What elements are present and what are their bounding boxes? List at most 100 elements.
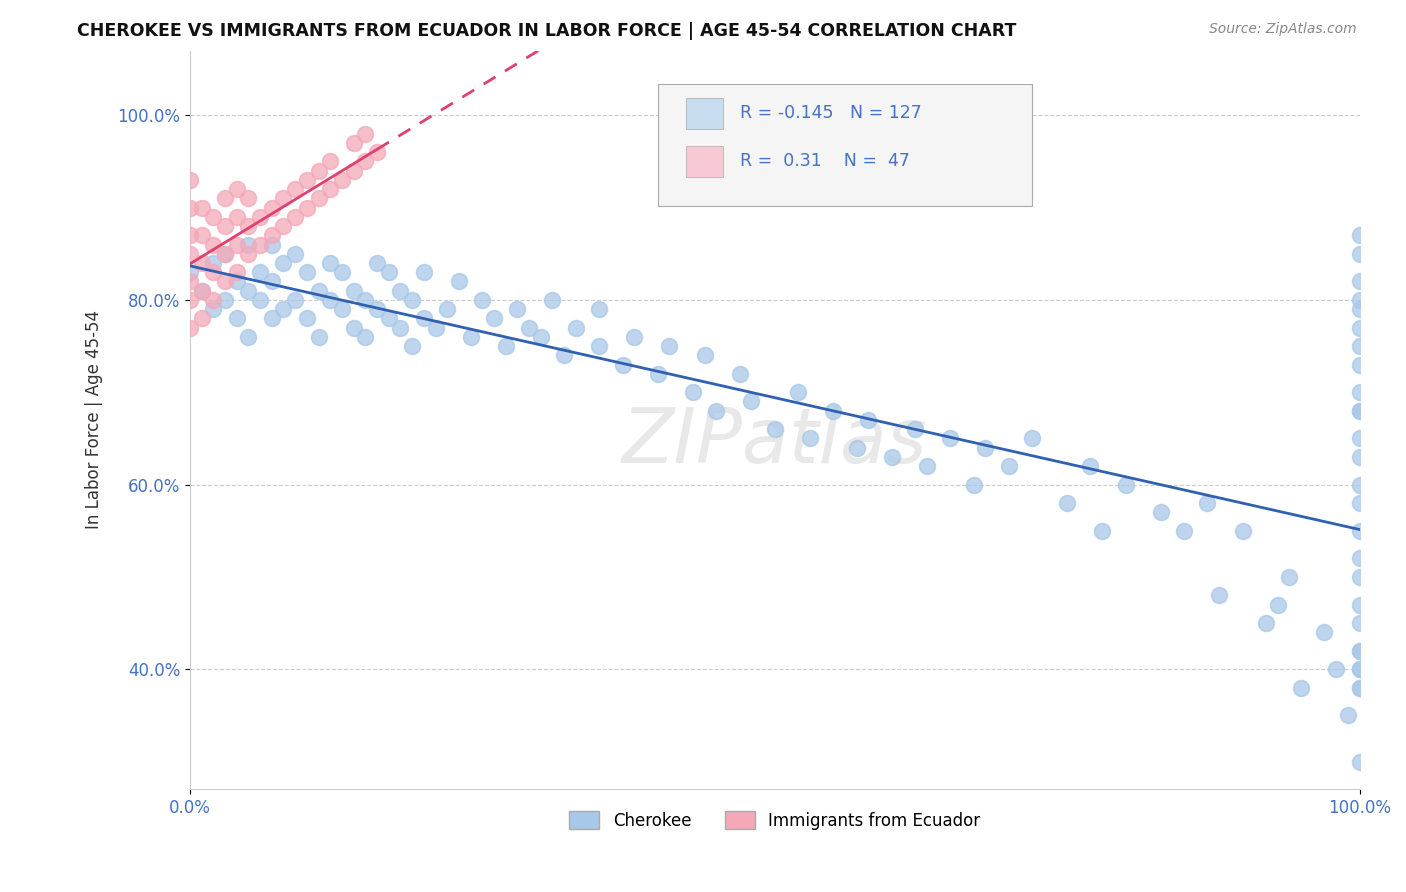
Point (436, 302, 458, 317)
Point (214, 247, 236, 261)
Point (377, 265, 399, 279)
Point (588, 302, 610, 317)
Point (190, 201, 212, 215)
Point (588, 339, 610, 353)
Point (249, 237, 271, 252)
Point (1348, 681, 1371, 695)
Point (447, 275, 470, 289)
Point (647, 367, 669, 381)
Point (308, 330, 330, 344)
Point (412, 265, 434, 279)
Point (728, 367, 751, 381)
Point (1348, 358, 1371, 372)
Point (1348, 662, 1371, 676)
Point (273, 302, 295, 317)
Point (179, 247, 201, 261)
Point (1197, 496, 1219, 510)
Point (202, 265, 225, 279)
Point (1348, 524, 1371, 538)
Point (612, 358, 634, 372)
FancyBboxPatch shape (686, 146, 723, 177)
Point (1056, 496, 1078, 510)
Point (1324, 662, 1347, 676)
Point (249, 293, 271, 307)
Point (354, 154, 377, 169)
Point (1348, 302, 1371, 317)
Point (319, 154, 342, 169)
Point (389, 320, 412, 334)
Text: Source: ZipAtlas.com: Source: ZipAtlas.com (1209, 22, 1357, 37)
Point (343, 136, 366, 150)
Text: R =  0.31    N =  47: R = 0.31 N = 47 (740, 153, 910, 170)
Point (1313, 625, 1336, 640)
Point (366, 302, 388, 317)
Point (799, 431, 821, 445)
Point (974, 441, 997, 455)
Point (1348, 228, 1371, 243)
Point (225, 182, 247, 196)
Point (904, 422, 927, 436)
Point (1348, 275, 1371, 289)
Point (401, 339, 423, 353)
Point (1348, 403, 1371, 417)
Point (787, 385, 810, 400)
Point (495, 339, 517, 353)
Point (1150, 505, 1173, 519)
Point (412, 311, 434, 326)
Point (517, 320, 540, 334)
Point (179, 320, 201, 334)
Point (260, 311, 283, 326)
Point (693, 348, 716, 362)
Point (190, 256, 212, 270)
Point (1254, 615, 1277, 630)
Point (915, 459, 938, 474)
Point (1348, 615, 1371, 630)
Point (225, 210, 247, 224)
Point (506, 302, 529, 317)
Point (343, 163, 366, 178)
Point (238, 219, 260, 233)
Point (214, 191, 236, 205)
Point (308, 163, 330, 178)
Point (343, 284, 366, 298)
Point (1021, 431, 1043, 445)
Point (179, 201, 201, 215)
Point (238, 284, 260, 298)
Point (179, 293, 201, 307)
Point (1348, 755, 1371, 769)
Point (273, 219, 295, 233)
Point (389, 284, 412, 298)
Point (1348, 339, 1371, 353)
Point (330, 265, 353, 279)
Point (354, 330, 377, 344)
Point (190, 311, 212, 326)
Text: CHEROKEE VS IMMIGRANTS FROM ECUADOR IN LABOR FORCE | AGE 45-54 CORRELATION CHART: CHEROKEE VS IMMIGRANTS FROM ECUADOR IN L… (77, 22, 1017, 40)
Point (1115, 477, 1137, 491)
Point (1267, 598, 1289, 612)
Point (1348, 496, 1371, 510)
Point (319, 182, 342, 196)
Point (1348, 551, 1371, 566)
Point (1348, 662, 1371, 676)
Point (1232, 524, 1254, 538)
Point (190, 284, 212, 298)
Point (1348, 644, 1371, 658)
Point (319, 256, 342, 270)
Point (202, 256, 225, 270)
Point (763, 422, 786, 436)
Point (214, 275, 236, 289)
Point (1173, 524, 1195, 538)
Point (202, 210, 225, 224)
Point (295, 201, 318, 215)
Point (845, 441, 868, 455)
Point (273, 191, 295, 205)
Point (1091, 524, 1114, 538)
Point (202, 302, 225, 317)
Point (179, 265, 201, 279)
Point (225, 311, 247, 326)
Point (1337, 708, 1360, 723)
Point (704, 403, 727, 417)
Point (260, 201, 283, 215)
Point (319, 293, 342, 307)
Point (460, 330, 482, 344)
